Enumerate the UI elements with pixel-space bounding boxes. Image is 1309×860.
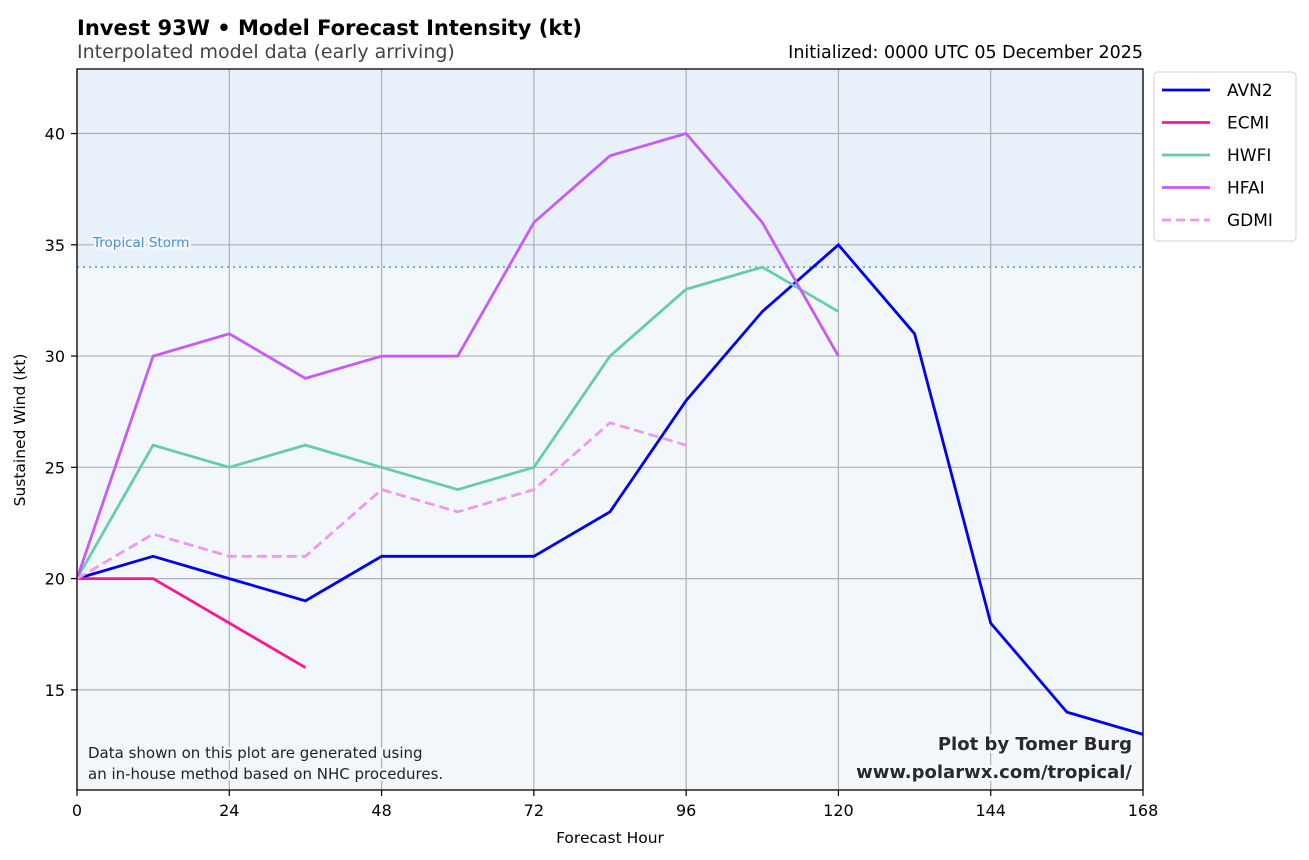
background-above-threshold [77, 69, 1143, 268]
legend-label-hfai: HFAI [1227, 179, 1265, 199]
chart-subtitle: Interpolated model data (early arriving) [77, 41, 455, 63]
y-tick-label: 30 [45, 347, 65, 366]
method-note-line2: an in-house method based on NHC procedur… [88, 765, 443, 783]
chart-title: Invest 93W • Model Forecast Intensity (k… [77, 16, 582, 40]
legend-label-ecmi: ECMI [1227, 114, 1269, 134]
y-tick-label: 35 [45, 236, 65, 255]
method-note-line1: Data shown on this plot are generated us… [88, 744, 423, 762]
tropical-storm-label: Tropical Storm [92, 235, 189, 251]
x-tick-label: 0 [72, 801, 82, 820]
x-tick-label: 120 [823, 801, 854, 820]
x-tick-label: 72 [524, 801, 544, 820]
legend: AVN2 ECMI HWFI HFAI GDMI [1153, 71, 1297, 242]
series-line-hwfi [75, 265, 840, 580]
axes: 0 24 48 72 96 120 144 168 15 20 25 30 35 40 [45, 68, 1159, 820]
series-line-ecmi [77, 577, 307, 669]
x-tick-label: 96 [676, 801, 696, 820]
credit-url: www.polarwx.com/tropical/ [856, 762, 1132, 783]
grid [76, 69, 1144, 790]
series-line-gdmi [76, 421, 687, 580]
x-tick-label: 24 [219, 801, 239, 820]
y-axis-label: Sustained Wind (kt) [11, 354, 29, 507]
y-tick-label: 15 [45, 681, 65, 700]
y-tick-label: 25 [45, 458, 65, 477]
background-below-threshold [77, 267, 1143, 790]
y-tick-label: 40 [45, 125, 65, 144]
legend-label-gdmi: GDMI [1227, 211, 1273, 231]
series-line-hfai [75, 131, 840, 580]
y-tick-label: 20 [45, 570, 65, 589]
legend-box [1153, 71, 1297, 242]
legend-label-avn2: AVN2 [1227, 81, 1273, 101]
series-layer [75, 131, 1144, 736]
initialized-time: Initialized: 0000 UTC 05 December 2025 [788, 43, 1143, 63]
credit-author: Plot by Tomer Burg [938, 734, 1132, 755]
series-line-avn2 [76, 242, 1144, 736]
x-tick-label: 168 [1128, 801, 1159, 820]
x-axis-label: Forecast Hour [556, 829, 664, 847]
plot-frame [76, 68, 1144, 791]
legend-label-hwfi: HWFI [1227, 146, 1271, 166]
x-tick-label: 144 [975, 801, 1006, 820]
plot-background [77, 69, 1143, 790]
x-tick-label: 48 [371, 801, 391, 820]
